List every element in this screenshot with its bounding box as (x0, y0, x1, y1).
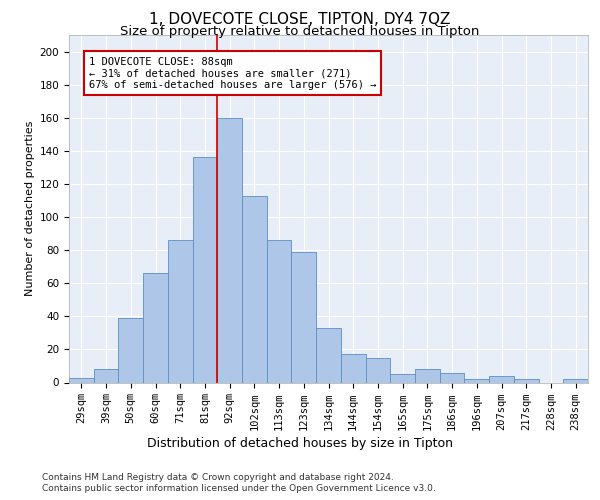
Bar (118, 318, 143, 382)
Text: Distribution of detached houses by size in Tipton: Distribution of detached houses by size … (147, 438, 453, 450)
Bar (168, 240, 193, 382)
Bar (94, 370, 118, 382)
Text: Contains public sector information licensed under the Open Government Licence v3: Contains public sector information licen… (42, 484, 436, 493)
Text: Size of property relative to detached houses in Tipton: Size of property relative to detached ho… (121, 25, 479, 38)
Bar (341, 354, 365, 382)
Bar (316, 328, 341, 382)
Text: 1, DOVECOTE CLOSE, TIPTON, DY4 7QZ: 1, DOVECOTE CLOSE, TIPTON, DY4 7QZ (149, 12, 451, 28)
Text: Contains HM Land Registry data © Crown copyright and database right 2024.: Contains HM Land Registry data © Crown c… (42, 472, 394, 482)
Bar (143, 274, 168, 382)
Bar (365, 358, 390, 382)
Bar (267, 240, 292, 382)
Bar (242, 196, 267, 382)
Bar (69, 378, 94, 382)
Bar (563, 379, 588, 382)
Bar (440, 372, 464, 382)
Bar (217, 118, 242, 382)
Bar (489, 376, 514, 382)
Bar (292, 252, 316, 382)
Bar (464, 379, 489, 382)
Text: 1 DOVECOTE CLOSE: 88sqm
← 31% of detached houses are smaller (271)
67% of semi-d: 1 DOVECOTE CLOSE: 88sqm ← 31% of detache… (89, 56, 376, 90)
Bar (390, 374, 415, 382)
Bar (415, 370, 440, 382)
Bar (514, 379, 539, 382)
Bar (193, 158, 217, 382)
Y-axis label: Number of detached properties: Number of detached properties (25, 121, 35, 296)
